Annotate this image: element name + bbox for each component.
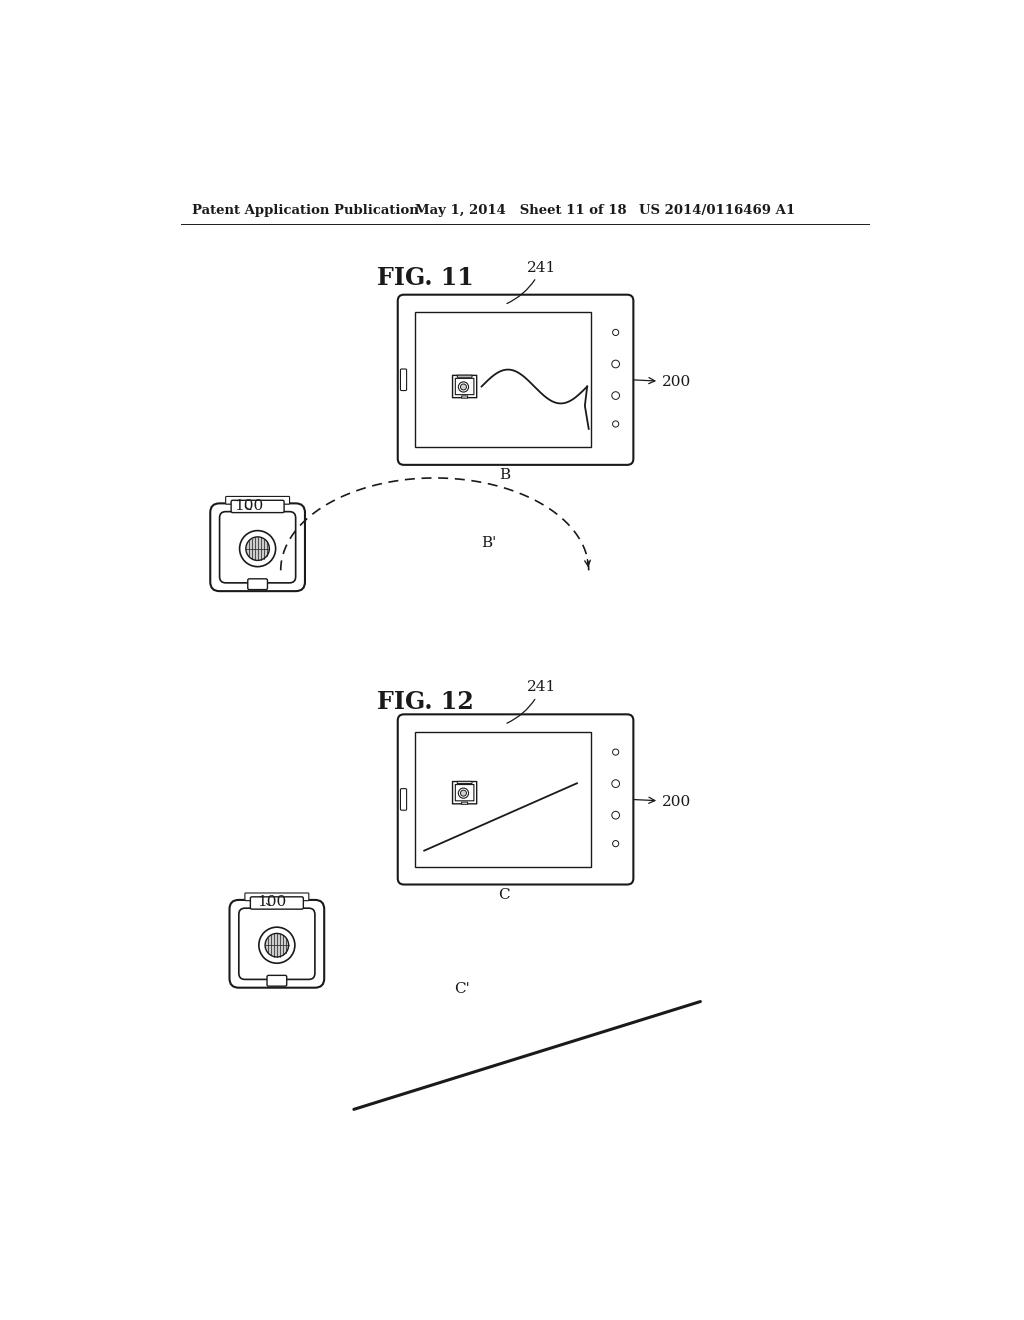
FancyBboxPatch shape (453, 781, 477, 804)
FancyBboxPatch shape (397, 294, 634, 465)
FancyBboxPatch shape (462, 396, 468, 399)
Bar (416, 733, 591, 867)
FancyBboxPatch shape (267, 975, 287, 986)
Text: 100: 100 (234, 499, 264, 512)
FancyBboxPatch shape (239, 908, 315, 979)
Circle shape (259, 927, 295, 964)
Text: FIG. 12: FIG. 12 (377, 689, 474, 714)
Circle shape (611, 780, 620, 788)
Text: 100: 100 (258, 895, 287, 909)
Circle shape (265, 933, 289, 957)
Text: B': B' (481, 536, 497, 549)
Circle shape (246, 537, 269, 561)
Text: C': C' (454, 982, 470, 997)
Text: FIG. 11: FIG. 11 (377, 267, 474, 290)
FancyBboxPatch shape (219, 512, 296, 583)
FancyBboxPatch shape (231, 500, 284, 512)
Circle shape (612, 421, 618, 428)
Circle shape (611, 812, 620, 818)
Circle shape (459, 381, 469, 392)
Circle shape (612, 330, 618, 335)
Text: May 1, 2014   Sheet 11 of 18: May 1, 2014 Sheet 11 of 18 (416, 205, 627, 218)
FancyBboxPatch shape (210, 503, 305, 591)
Text: Patent Application Publication: Patent Application Publication (193, 205, 419, 218)
Text: C: C (499, 887, 510, 902)
FancyBboxPatch shape (397, 714, 634, 884)
Circle shape (611, 392, 620, 400)
Text: 200: 200 (634, 795, 691, 809)
FancyBboxPatch shape (457, 375, 472, 378)
FancyBboxPatch shape (400, 788, 407, 810)
Circle shape (240, 531, 275, 566)
FancyBboxPatch shape (456, 379, 474, 395)
Text: US 2014/0116469 A1: US 2014/0116469 A1 (639, 205, 795, 218)
Text: 241: 241 (507, 260, 556, 304)
Circle shape (612, 841, 618, 846)
Circle shape (612, 748, 618, 755)
FancyBboxPatch shape (462, 803, 468, 804)
FancyBboxPatch shape (245, 892, 309, 900)
Text: 200: 200 (634, 375, 691, 389)
Circle shape (459, 788, 469, 799)
FancyBboxPatch shape (457, 781, 472, 784)
Text: 241: 241 (507, 680, 556, 723)
Circle shape (461, 384, 467, 389)
FancyBboxPatch shape (225, 496, 290, 504)
Bar (416, 313, 591, 447)
FancyBboxPatch shape (248, 579, 267, 590)
Text: B: B (499, 469, 510, 482)
FancyBboxPatch shape (453, 375, 477, 397)
Circle shape (611, 360, 620, 368)
FancyBboxPatch shape (251, 896, 303, 909)
Circle shape (461, 791, 467, 796)
FancyBboxPatch shape (229, 900, 325, 987)
FancyBboxPatch shape (456, 784, 474, 801)
FancyBboxPatch shape (400, 370, 407, 391)
